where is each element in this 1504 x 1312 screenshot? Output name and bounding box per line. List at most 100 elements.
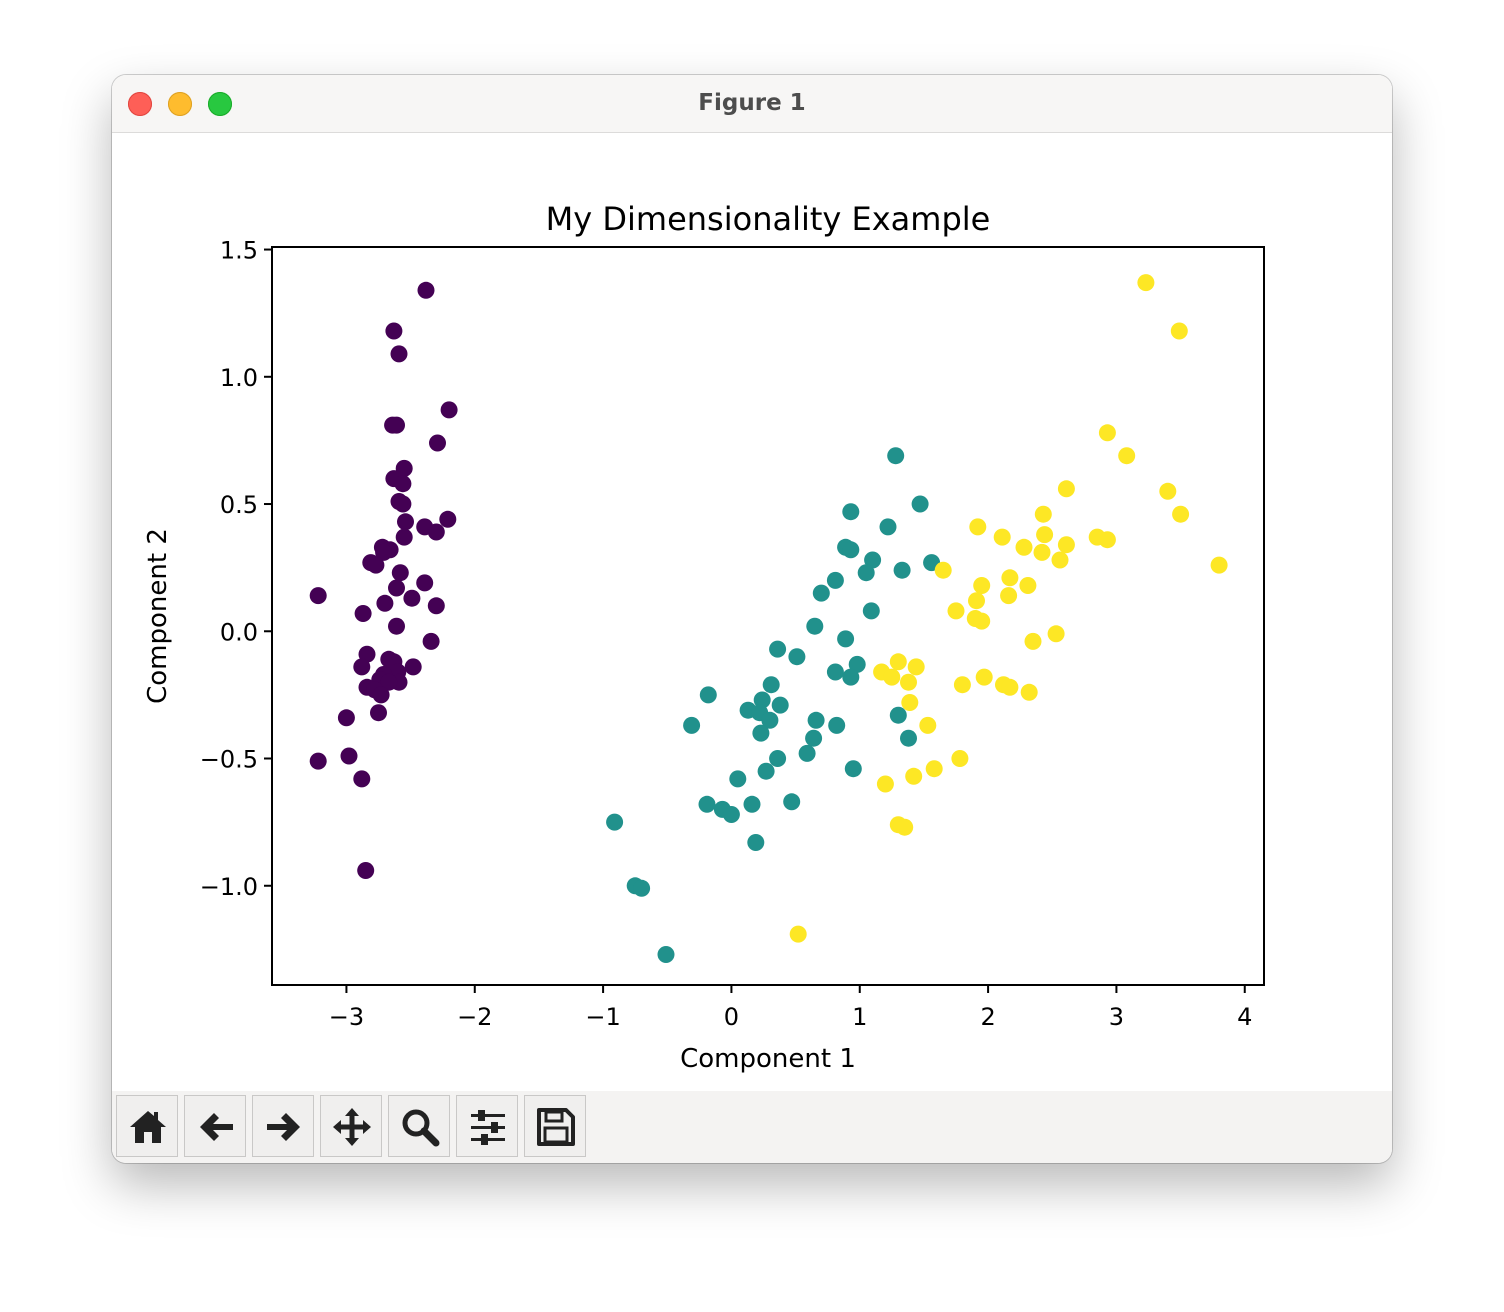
scatter-point <box>388 579 405 597</box>
scatter-point <box>429 434 446 452</box>
scatter-point <box>1210 556 1228 574</box>
scatter-point <box>789 925 807 943</box>
scatter-point <box>969 518 987 536</box>
scatter-point <box>394 475 412 493</box>
forward-button[interactable] <box>252 1095 314 1157</box>
scatter-point <box>919 716 937 734</box>
scatter-point <box>357 862 375 879</box>
scatter-point <box>889 653 907 671</box>
home-icon <box>130 1111 166 1143</box>
scatter-point <box>416 574 434 592</box>
scatter-point <box>973 577 991 594</box>
chart-title: My Dimensionality Example <box>546 200 991 238</box>
y-tick-label: −0.5 <box>200 746 258 774</box>
scatter-point <box>973 612 991 630</box>
scatter-point <box>1034 505 1052 523</box>
scatter-point <box>848 655 866 673</box>
scatter-point <box>1057 480 1075 498</box>
scatter-point <box>788 648 806 666</box>
scatter-point <box>993 528 1011 546</box>
scatter-point <box>354 605 372 622</box>
scatter-point <box>657 946 675 963</box>
scatter-point <box>699 686 717 704</box>
scatter-point <box>812 584 830 602</box>
scatter-point <box>864 551 882 569</box>
scatter-point <box>1001 678 1019 696</box>
zoom-button[interactable] <box>388 1095 450 1157</box>
scatter-point <box>900 673 917 691</box>
scatter-point <box>769 750 787 767</box>
scatter-point <box>1098 424 1116 442</box>
scatter-point <box>761 711 779 729</box>
close-window-button[interactable] <box>128 92 152 116</box>
scatter-point <box>353 770 371 788</box>
scatter-point <box>394 495 412 513</box>
scatter-point <box>1015 538 1033 556</box>
scatter-point <box>1036 526 1054 544</box>
scatter-point <box>907 658 925 676</box>
title-bar: Figure 1 <box>112 75 1392 133</box>
figure-window: Figure 1 My Dimensionality Example −3 −2−… <box>112 75 1392 1163</box>
scatter-point <box>798 744 816 762</box>
scatter-point <box>391 564 409 582</box>
scatter-point <box>403 589 421 607</box>
scatter-point <box>353 658 371 676</box>
scatter-point <box>968 592 985 610</box>
pan-button[interactable] <box>320 1095 382 1157</box>
scatter-point <box>934 561 952 579</box>
points-layer <box>309 274 1228 963</box>
magnifier-icon <box>402 1109 440 1147</box>
scatter-point <box>901 694 919 711</box>
scatter-chart: My Dimensionality Example −3 −2 −1 0 1 2 3 4 −1… <box>143 200 1265 1074</box>
scatter-point <box>900 729 917 747</box>
scatter-point <box>806 617 824 635</box>
figure-canvas[interactable]: My Dimensionality Example −3 −2 −1 0 1 2 3 4 −1… <box>112 133 1392 1091</box>
scatter-point <box>417 281 435 299</box>
scatter-point <box>1159 482 1177 500</box>
scatter-point <box>842 541 860 559</box>
scatter-point <box>1137 274 1155 292</box>
scatter-point <box>427 523 445 541</box>
scatter-point <box>395 528 413 546</box>
scatter-point <box>769 640 787 658</box>
scatter-point <box>862 602 880 620</box>
scatter-point <box>844 760 862 778</box>
scatter-point <box>427 597 445 615</box>
x-tick-label: −3 <box>329 1003 364 1031</box>
scatter-point <box>953 676 971 694</box>
scatter-point <box>752 724 770 742</box>
y-tick-label: 0.0 <box>220 618 258 646</box>
plot-frame <box>271 246 1265 986</box>
back-button[interactable] <box>184 1095 246 1157</box>
scatter-point <box>370 704 387 722</box>
scatter-point <box>805 729 823 747</box>
scatter-point <box>879 518 897 536</box>
scatter-point <box>375 543 393 561</box>
x-tick-label: 2 <box>980 1003 995 1031</box>
scatter-point <box>1118 447 1136 465</box>
navigation-toolbar <box>112 1091 1392 1163</box>
scatter-point <box>905 767 923 785</box>
scatter-point <box>896 818 914 836</box>
configure-subplots-button[interactable] <box>456 1095 518 1157</box>
scatter-point <box>340 747 358 765</box>
scatter-point <box>842 503 860 521</box>
y-axis-label: Component 2 <box>143 528 173 704</box>
save-button[interactable] <box>524 1095 586 1157</box>
scatter-point <box>372 686 390 704</box>
scatter-point <box>388 416 405 434</box>
x-axis-ticks: −3 −2 −1 0 1 2 3 4 <box>329 985 1252 1031</box>
home-button[interactable] <box>116 1095 178 1157</box>
minimize-window-button[interactable] <box>168 92 192 116</box>
x-tick-label: 3 <box>1109 1003 1124 1031</box>
scatter-point <box>1019 577 1037 594</box>
scatter-point <box>606 813 624 831</box>
zoom-window-button[interactable] <box>208 92 232 116</box>
scatter-point <box>698 795 716 813</box>
scatter-point <box>757 762 775 780</box>
scatter-point <box>1170 322 1188 340</box>
scatter-point <box>388 617 405 635</box>
scatter-point <box>951 750 969 767</box>
scatter-point <box>911 495 929 513</box>
scatter-point <box>1098 531 1116 549</box>
